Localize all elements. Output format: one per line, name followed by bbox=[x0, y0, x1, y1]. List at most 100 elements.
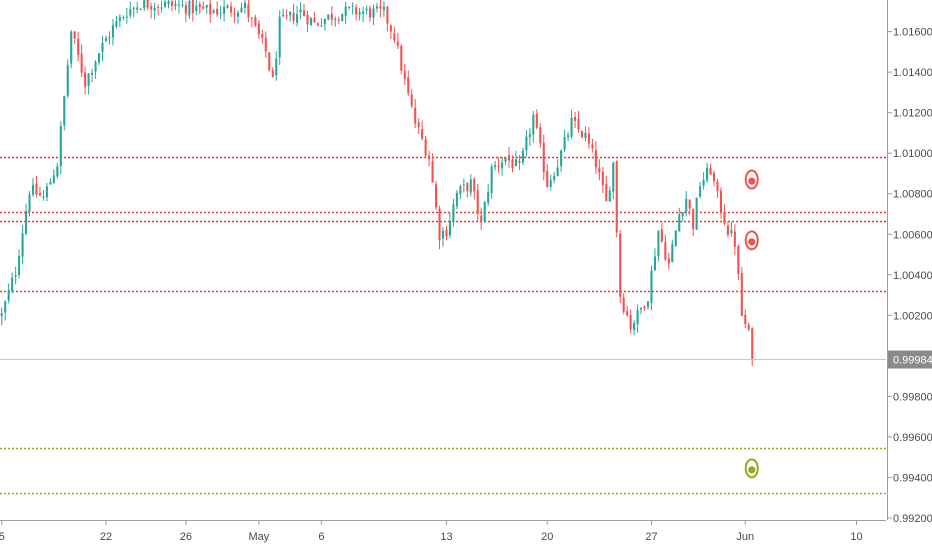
candle-body bbox=[695, 197, 698, 230]
candle bbox=[706, 162, 709, 183]
candle bbox=[209, 0, 212, 24]
candle bbox=[587, 127, 590, 149]
candle bbox=[671, 239, 674, 263]
candle bbox=[629, 309, 632, 334]
candle bbox=[52, 169, 55, 184]
time-axis[interactable]: 5 22 26 May 6 13 20 27 Jun 10 bbox=[0, 520, 886, 543]
candle-body bbox=[11, 277, 14, 292]
candle-body bbox=[740, 273, 743, 317]
candle-body bbox=[191, 0, 194, 13]
time-tick-label: 20 bbox=[541, 531, 553, 543]
candle-body bbox=[633, 323, 636, 330]
candle bbox=[247, 0, 250, 23]
candle bbox=[730, 221, 733, 237]
candle-body bbox=[52, 175, 55, 184]
candle-body bbox=[247, 4, 250, 18]
candle-body bbox=[313, 18, 316, 23]
candle bbox=[400, 43, 403, 75]
candle-body bbox=[104, 38, 108, 42]
candle-body bbox=[202, 6, 205, 9]
candle-body bbox=[421, 129, 424, 139]
level-marker-3 bbox=[744, 458, 759, 479]
candle bbox=[528, 127, 531, 146]
time-tick-label: 13 bbox=[440, 531, 452, 543]
candle bbox=[87, 72, 90, 95]
candle-body bbox=[462, 184, 465, 186]
candle-body bbox=[351, 5, 354, 7]
candle bbox=[709, 163, 712, 175]
time-tick-label: 22 bbox=[100, 531, 112, 543]
candle bbox=[21, 224, 24, 265]
candle-body bbox=[382, 6, 385, 11]
candle bbox=[435, 181, 438, 211]
price-tick-label: 1.00400 bbox=[893, 270, 932, 282]
candle bbox=[507, 147, 511, 168]
price-tick-label: 1.01400 bbox=[893, 67, 932, 79]
candle bbox=[619, 230, 622, 304]
candle bbox=[480, 207, 483, 230]
candle-body bbox=[243, 2, 246, 8]
candle-body bbox=[737, 246, 740, 275]
candle bbox=[403, 64, 406, 86]
candle-body bbox=[747, 325, 750, 330]
candle-body bbox=[723, 212, 726, 224]
candle-body bbox=[14, 274, 17, 277]
candle-body bbox=[459, 186, 462, 195]
candle bbox=[372, 4, 375, 26]
candle bbox=[323, 18, 326, 31]
candle-body bbox=[278, 16, 281, 58]
candle bbox=[601, 166, 604, 194]
candle bbox=[80, 44, 83, 78]
time-tick-label: May bbox=[248, 531, 269, 543]
candle-body bbox=[233, 13, 236, 15]
candle bbox=[271, 67, 274, 78]
candle-body bbox=[59, 126, 62, 167]
candle bbox=[521, 147, 524, 165]
current-price-tag: 0.99984 bbox=[888, 350, 932, 369]
candle bbox=[570, 109, 573, 139]
price-axis[interactable]: 0.99200 0.99400 0.99600 0.99800 1.00200 1.004… bbox=[887, 0, 932, 525]
candle bbox=[226, 4, 229, 9]
candle bbox=[351, 2, 354, 15]
candle bbox=[31, 178, 35, 197]
candle bbox=[445, 225, 448, 241]
candle-body bbox=[643, 306, 646, 309]
candle bbox=[216, 1, 219, 17]
candle-body bbox=[653, 256, 656, 271]
candle-body bbox=[511, 159, 514, 168]
marker-dot bbox=[748, 466, 756, 474]
candle bbox=[393, 26, 396, 44]
candle-body bbox=[403, 70, 406, 80]
candle bbox=[202, 1, 205, 10]
candle-body bbox=[139, 8, 142, 10]
candle bbox=[375, 2, 379, 13]
candle bbox=[275, 51, 278, 81]
candle-body bbox=[480, 215, 483, 221]
candle bbox=[455, 190, 458, 210]
candle-body bbox=[226, 5, 229, 8]
candle-body bbox=[223, 6, 226, 14]
candle bbox=[751, 327, 754, 367]
candle-body bbox=[612, 162, 615, 192]
candle-body bbox=[18, 255, 21, 275]
candle-body bbox=[535, 113, 538, 128]
candle-body bbox=[282, 14, 285, 17]
candle-body bbox=[386, 6, 389, 24]
candle-body bbox=[337, 19, 340, 21]
candle-body bbox=[240, 7, 243, 12]
candle bbox=[699, 182, 702, 199]
candle bbox=[205, 4, 208, 14]
candle bbox=[84, 66, 87, 95]
candle-body bbox=[466, 183, 469, 192]
candle-body bbox=[570, 117, 573, 137]
candle bbox=[174, 0, 177, 11]
candle bbox=[726, 221, 729, 238]
candle-body bbox=[539, 127, 542, 144]
candle-body bbox=[254, 17, 257, 26]
candle bbox=[368, 5, 372, 22]
candle bbox=[723, 204, 726, 226]
candle bbox=[744, 309, 747, 328]
candle bbox=[556, 159, 559, 177]
level-markers bbox=[744, 169, 759, 479]
